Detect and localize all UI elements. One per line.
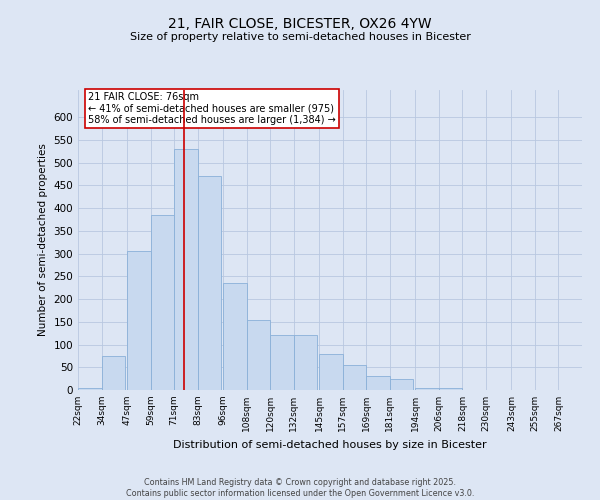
Bar [319,354,343,390]
Text: 21, FAIR CLOSE, BICESTER, OX26 4YW: 21, FAIR CLOSE, BICESTER, OX26 4YW [168,18,432,32]
Bar [415,388,439,390]
Bar [439,388,463,390]
Bar [151,215,174,390]
Bar [294,336,317,390]
Text: Contains HM Land Registry data © Crown copyright and database right 2025.
Contai: Contains HM Land Registry data © Crown c… [126,478,474,498]
Y-axis label: Number of semi-detached properties: Number of semi-detached properties [38,144,48,336]
Bar [78,388,101,390]
Bar [247,320,270,390]
Text: 21 FAIR CLOSE: 76sqm
← 41% of semi-detached houses are smaller (975)
58% of semi: 21 FAIR CLOSE: 76sqm ← 41% of semi-detac… [88,92,336,124]
Bar [390,378,413,390]
Bar [197,176,221,390]
Bar [223,283,247,390]
Text: Size of property relative to semi-detached houses in Bicester: Size of property relative to semi-detach… [130,32,470,42]
Bar [101,356,125,390]
Bar [127,252,151,390]
Bar [174,149,197,390]
X-axis label: Distribution of semi-detached houses by size in Bicester: Distribution of semi-detached houses by … [173,440,487,450]
Bar [366,376,390,390]
Bar [343,365,366,390]
Bar [270,336,294,390]
